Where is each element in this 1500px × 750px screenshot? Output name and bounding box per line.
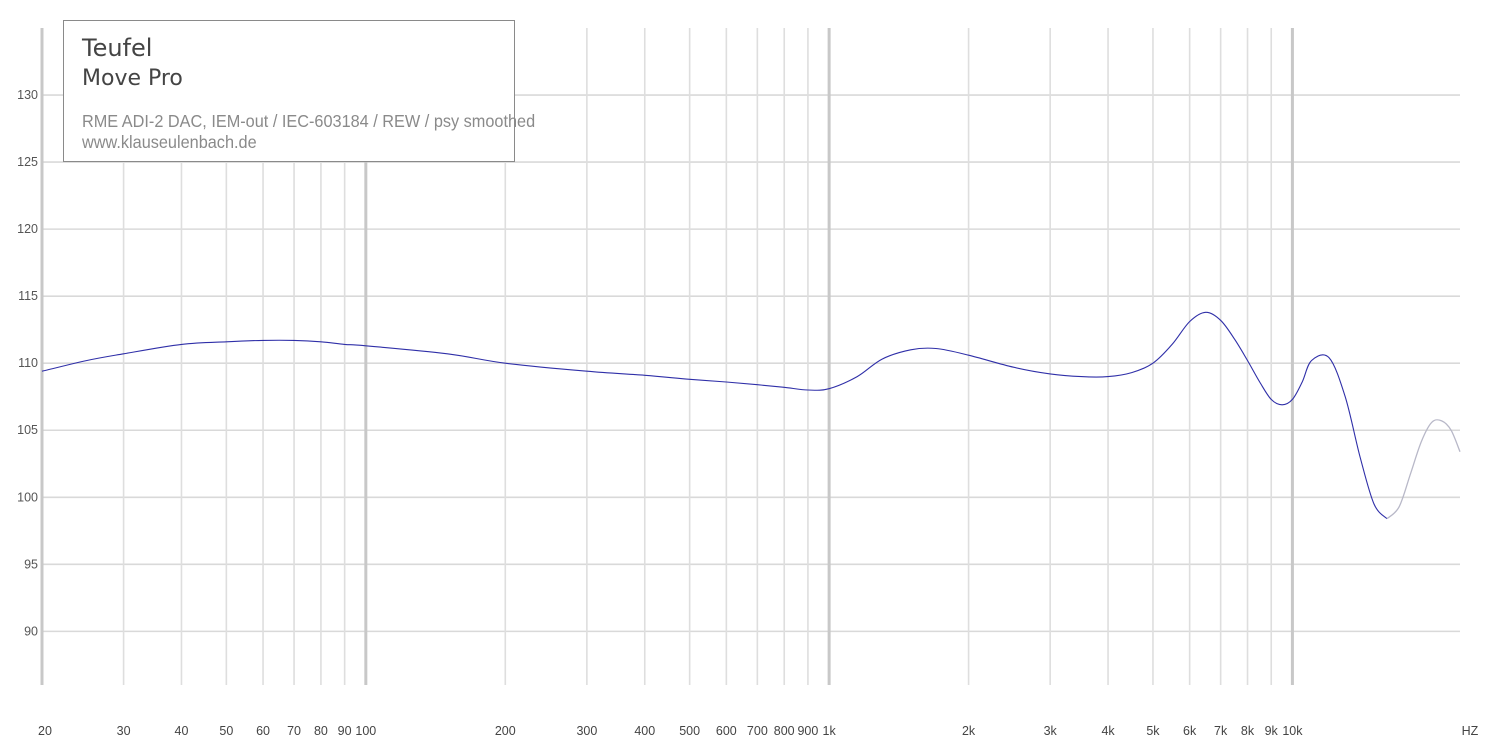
x-tick-label: 5k (1146, 724, 1160, 738)
y-tick-label: 125 (17, 155, 38, 169)
y-tick-label: 105 (17, 423, 38, 437)
x-tick-label: 30 (117, 724, 131, 738)
x-tick-label: 100 (355, 724, 376, 738)
x-tick-label: 20 (38, 724, 52, 738)
y-tick-label: 100 (17, 490, 38, 504)
x-tick-label: 200 (495, 724, 516, 738)
x-tick-label: 8k (1241, 724, 1255, 738)
x-unit-label: HZ (1462, 724, 1479, 738)
x-tick-label: 3k (1044, 724, 1058, 738)
x-tick-label: 50 (219, 724, 233, 738)
legend-box: Teufel Move Pro RME ADI-2 DAC, IEM-out /… (63, 20, 535, 162)
x-tick-label: 2k (962, 724, 976, 738)
x-tick-label: 70 (287, 724, 301, 738)
x-tick-label: 40 (175, 724, 189, 738)
legend-measurement-setup: RME ADI-2 DAC, IEM-out / IEC-603184 / RE… (82, 111, 536, 131)
x-tick-label: 300 (576, 724, 597, 738)
x-tick-label: 90 (338, 724, 352, 738)
x-tick-label: 80 (314, 724, 328, 738)
x-tick-label: 6k (1183, 724, 1197, 738)
x-tick-label: 900 (797, 724, 818, 738)
x-tick-label: 9k (1265, 724, 1279, 738)
x-tick-label: 400 (634, 724, 655, 738)
x-tick-label: 800 (774, 724, 795, 738)
response-curve-faded-tail (1386, 419, 1461, 520)
y-tick-label: 110 (18, 356, 38, 370)
legend-url: www.klauseulenbach.de (82, 132, 257, 152)
y-tick-label: 95 (24, 557, 38, 571)
y-tick-label: 130 (17, 88, 38, 102)
legend-model: Move Pro (82, 66, 183, 91)
x-tick-label: 500 (679, 724, 700, 738)
y-tick-label: 120 (17, 222, 38, 236)
x-tick-label: 4k (1101, 724, 1115, 738)
y-tick-label: 115 (18, 289, 38, 303)
x-tick-label: 60 (256, 724, 270, 738)
x-tick-label: 600 (716, 724, 737, 738)
x-tick-label: 700 (747, 724, 768, 738)
x-tick-label: 10k (1282, 724, 1303, 738)
y-tick-label: 90 (24, 624, 38, 638)
x-tick-label: 1k (823, 724, 837, 738)
x-tick-label: 7k (1214, 724, 1228, 738)
response-curve (41, 311, 1388, 520)
legend-brand: Teufel (82, 34, 153, 62)
